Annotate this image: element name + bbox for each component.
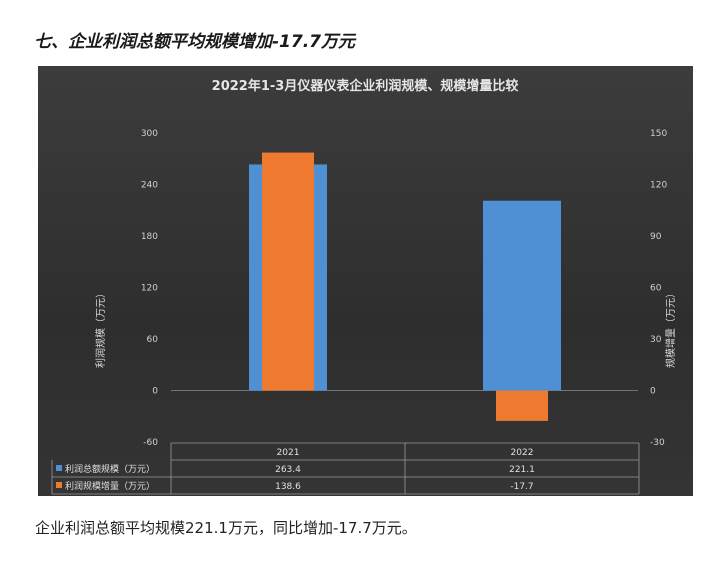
y2-tick-label: 30 xyxy=(650,335,662,345)
chart-panel: 2022年1-3月仪器仪表企业利润规模、规模增量比较 利润规模（万元） 规模增量… xyxy=(38,66,693,496)
y-tick-label: -60 xyxy=(143,438,158,448)
y-tick-label: 0 xyxy=(152,387,158,397)
y-axis-label: 利润规模（万元） xyxy=(94,288,107,368)
table-cell: 138.6 xyxy=(275,482,301,492)
table-header-2021: 2021 xyxy=(277,448,300,458)
y2-tick-label: 90 xyxy=(650,232,662,242)
legend-swatch xyxy=(56,465,62,471)
y-tick-label: 120 xyxy=(141,284,158,294)
chart-caption: 企业利润总额平均规模221.1万元，同比增加-17.7万元。 xyxy=(35,519,417,537)
bar-chart: 2022年1-3月仪器仪表企业利润规模、规模增量比较 利润规模（万元） 规模增量… xyxy=(51,78,677,495)
y2-tick-label: 150 xyxy=(650,129,667,139)
bar-scale-increment-2021 xyxy=(262,152,314,391)
chart-title: 2022年1-3月仪器仪表企业利润规模、规模增量比较 xyxy=(212,78,519,94)
table-header-2022: 2022 xyxy=(511,448,534,458)
table-cell: 263.4 xyxy=(275,465,301,475)
y-tick-label: 60 xyxy=(147,335,159,345)
y2-tick-label: 120 xyxy=(650,181,667,191)
legend-entry: 利润规模增量（万元） xyxy=(65,480,155,492)
y2-tick-label: 60 xyxy=(650,284,662,294)
section-heading: 七、企业利润总额平均规模增加-17.7万元 xyxy=(34,32,355,52)
bar-profit-scale-2022 xyxy=(483,200,561,391)
legend-entry: 利润总额规模（万元） xyxy=(65,463,155,475)
y-tick-label: 300 xyxy=(141,129,158,139)
y2-axis-label: 规模增量（万元） xyxy=(664,288,677,368)
y-tick-label: 240 xyxy=(141,181,158,191)
y2-tick-label: -30 xyxy=(650,438,665,448)
legend-swatch xyxy=(56,482,62,488)
y2-tick-label: 0 xyxy=(650,387,656,397)
bar-scale-increment-2022 xyxy=(496,390,548,421)
table-cell: -17.7 xyxy=(510,482,533,492)
y-tick-label: 180 xyxy=(141,232,158,242)
table-cell: 221.1 xyxy=(509,465,535,475)
